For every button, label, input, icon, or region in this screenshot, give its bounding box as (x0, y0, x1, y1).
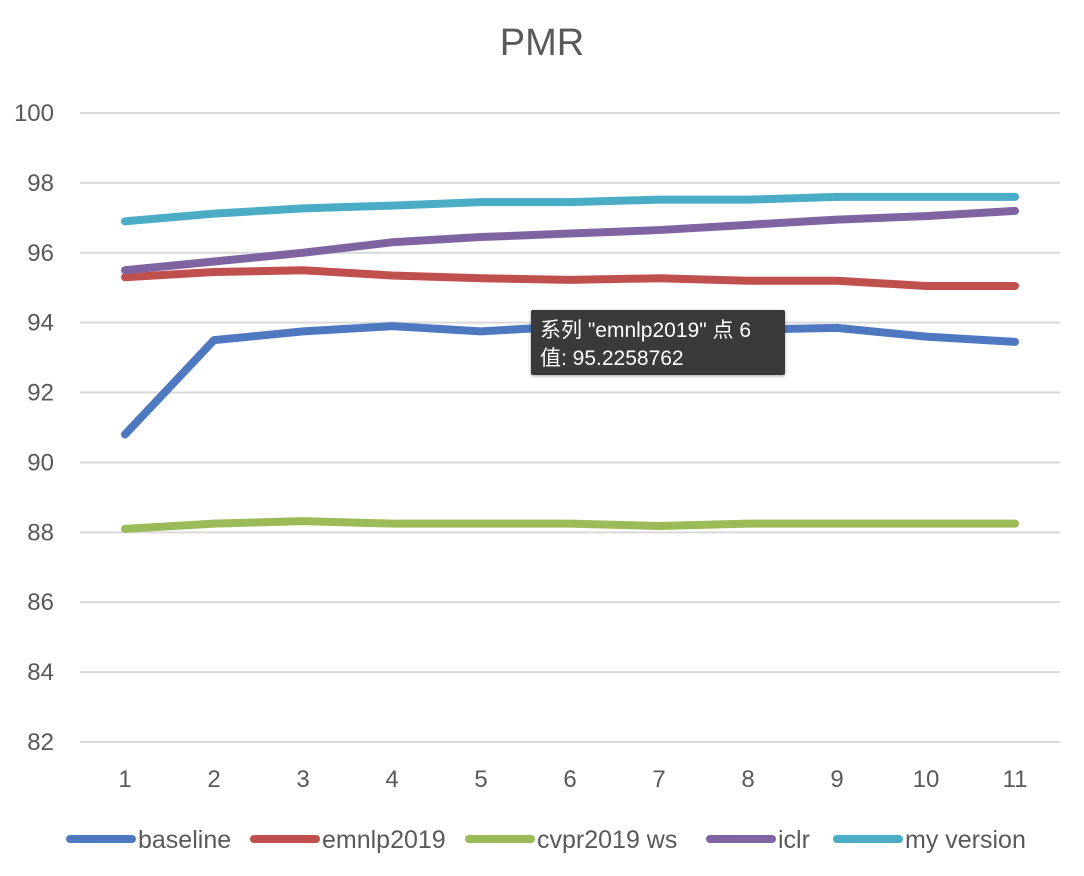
x-tick-label: 4 (385, 766, 398, 793)
y-tick-label: 88 (27, 519, 54, 546)
y-tick-label: 96 (27, 240, 54, 267)
y-tick-label: 98 (27, 170, 54, 197)
x-tick-label: 9 (830, 766, 843, 793)
x-tick-label: 8 (741, 766, 754, 793)
legend-item[interactable]: baseline (66, 826, 231, 854)
series-line-my-version[interactable] (121, 192, 1019, 226)
x-tick-label: 5 (474, 766, 487, 793)
series-line-emnlp2019[interactable] (121, 266, 1019, 290)
tooltip-series-line: 系列 "emnlp2019" 点 6 (540, 319, 752, 342)
legend-label: baseline (138, 826, 231, 854)
x-tick-label: 1 (118, 766, 131, 793)
legend-label: iclr (778, 826, 810, 854)
series-line-cvpr2019-ws[interactable] (121, 517, 1019, 533)
x-axis-ticks: 1 2 3 4 5 6 7 8 9 10 11 (118, 766, 1027, 793)
legend: baseline emnlp2019 cvpr2019 ws iclr my versi… (66, 826, 1026, 854)
legend-label: cvpr2019 ws (537, 826, 677, 854)
y-tick-label: 84 (27, 659, 54, 686)
legend-item[interactable]: iclr (706, 826, 810, 854)
data-point-tooltip: 系列 "emnlp2019" 点 6 值: 95.2258762 (531, 310, 785, 375)
legend-label: my version (905, 826, 1026, 854)
x-tick-label: 3 (296, 766, 309, 793)
x-tick-label: 7 (652, 766, 665, 793)
y-tick-label: 86 (27, 589, 54, 616)
legend-label: emnlp2019 (322, 826, 446, 854)
series-line-iclr[interactable] (121, 206, 1019, 275)
x-tick-label: 2 (207, 766, 220, 793)
x-tick-label: 10 (913, 766, 940, 793)
legend-item[interactable]: cvpr2019 ws (465, 826, 677, 854)
y-tick-label: 94 (27, 310, 54, 337)
x-tick-label: 6 (563, 766, 576, 793)
y-tick-label: 90 (27, 449, 54, 476)
y-tick-label: 100 (14, 100, 54, 127)
legend-item[interactable]: emnlp2019 (250, 826, 446, 854)
y-tick-label: 92 (27, 380, 54, 407)
gridlines (80, 112, 1060, 743)
x-tick-label: 11 (1003, 766, 1028, 793)
y-axis-ticks: 82 84 86 88 90 92 94 96 98 100 (14, 100, 54, 756)
tooltip-value-line: 值: 95.2258762 (540, 347, 684, 370)
chart-title: PMR (499, 22, 585, 64)
legend-item[interactable]: my version (833, 826, 1026, 854)
y-tick-label: 82 (27, 729, 54, 756)
